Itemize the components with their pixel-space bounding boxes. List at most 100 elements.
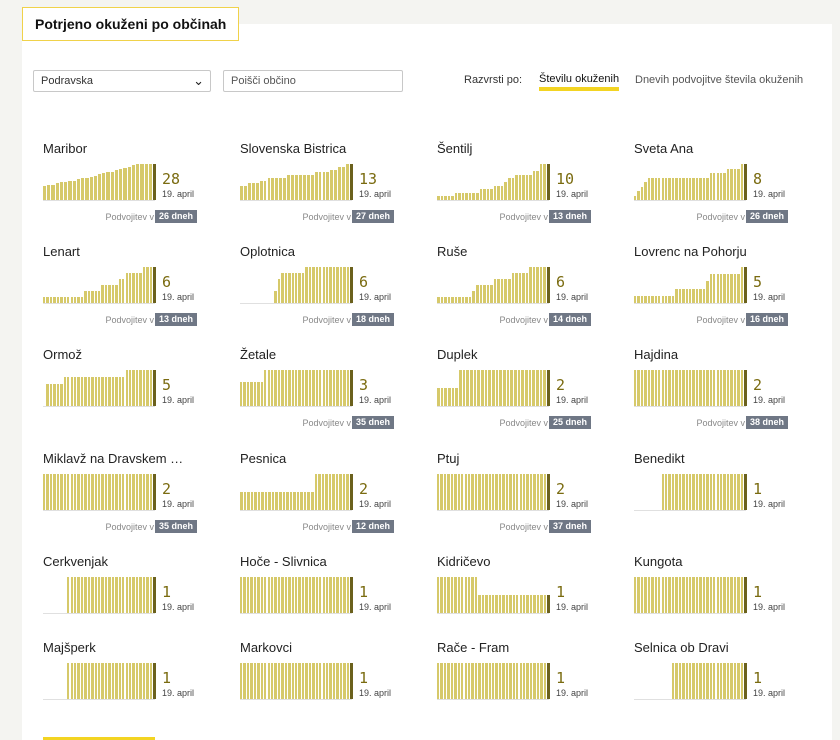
sparkline-bar — [644, 370, 647, 406]
sparkline-bar — [149, 663, 152, 699]
sparkline-bar — [654, 577, 658, 613]
sparkline-bar — [702, 288, 706, 303]
sparkline-bar — [288, 370, 291, 406]
load-more-bar[interactable] — [43, 737, 155, 740]
sparkline-bar — [274, 291, 277, 303]
municipality-card: Benedikt 1 19. april — [634, 451, 786, 541]
municipality-name: Oplotnica — [240, 244, 295, 259]
sparkline-bar — [461, 297, 465, 303]
doubling-badge: 35 dneh — [352, 416, 395, 429]
sparkline-bar — [500, 279, 504, 303]
sparkline-bar — [111, 285, 115, 303]
case-count: 1 — [359, 669, 369, 687]
sparkline-bar — [716, 173, 719, 200]
sparkline-bar — [713, 663, 716, 699]
sparkline-bar — [695, 577, 699, 613]
sparkline-bar — [529, 663, 533, 699]
sparkline-bar — [81, 178, 85, 200]
sparkline-bar — [474, 663, 478, 699]
sparkline-bar — [73, 663, 77, 699]
sparkline-bar — [250, 492, 254, 510]
sparkline-bar — [279, 177, 283, 200]
sort-by-count-tab[interactable]: Številu okuženih — [539, 74, 620, 91]
sparkline-bar — [682, 474, 685, 510]
sparkline-current-bar — [744, 267, 747, 303]
sparkline-bar — [740, 474, 743, 510]
sparkline-bar — [733, 474, 737, 510]
sparkline-bar — [516, 595, 519, 613]
sparkline-bar — [329, 663, 332, 699]
sparkline-bar — [651, 577, 654, 613]
sparkline-bar — [260, 577, 264, 613]
sparkline-bar — [67, 297, 70, 303]
sparkline-bar — [261, 492, 264, 510]
sparkline-bar — [519, 595, 522, 613]
sparkline-bar — [543, 370, 546, 406]
sparkline-bar — [477, 370, 480, 406]
sparkline-bar — [488, 370, 491, 406]
sparkline-bar — [678, 663, 682, 699]
municipality-name: Kidričevo — [437, 554, 491, 569]
sparkline-bar — [67, 474, 70, 510]
sparkline-bar — [634, 577, 637, 613]
sparkline-bar — [288, 273, 291, 303]
sparkline-bar — [80, 377, 84, 406]
sparkline-bar — [298, 577, 301, 613]
sparkline-bar — [706, 474, 709, 510]
sparkline-bar — [274, 370, 277, 406]
sparkline-bar — [702, 177, 706, 200]
sparkline-bar — [122, 474, 125, 510]
sparkline-bar — [525, 174, 529, 200]
sparkline-bar — [70, 663, 73, 699]
municipality-name: Pesnica — [240, 451, 287, 466]
sparkline-bar — [142, 663, 146, 699]
sparkline-bar — [257, 382, 260, 406]
sparkline-bar — [315, 577, 319, 613]
sparkline-bar — [131, 165, 136, 200]
region-select[interactable]: Podravska ⌄ — [33, 70, 211, 92]
sparkline-bar — [502, 474, 505, 510]
sparkline-bar — [443, 663, 447, 699]
sparkline-bar — [115, 663, 118, 699]
municipality-card: Majšperk 1 19. april — [43, 640, 195, 730]
doubling-label: Podvojitev v — [499, 522, 548, 532]
sparkline-bar — [291, 370, 294, 406]
case-count: 10 — [556, 170, 575, 188]
sparkline-bar — [332, 267, 336, 303]
sparkline-bar — [314, 172, 318, 200]
sparkline-bar — [654, 177, 658, 200]
sparkline-bar — [709, 663, 713, 699]
sparkline-bar — [77, 577, 80, 613]
sparkline-bar — [72, 180, 76, 200]
sparkline-bar — [122, 377, 125, 406]
sparkline-bar — [135, 273, 139, 303]
sparkline-bar — [730, 168, 733, 200]
doubling-badge: 14 dneh — [549, 313, 592, 326]
sparkline-current-bar — [744, 164, 747, 200]
case-count: 13 — [359, 170, 378, 188]
sparkline-bar — [125, 474, 128, 510]
sparkline-bar — [448, 388, 451, 406]
sparkline-bar — [454, 577, 457, 613]
count-date: 19. april — [359, 602, 392, 612]
sparkline-bar — [305, 370, 308, 406]
sparkline-bar — [713, 577, 716, 613]
sparkline-bar — [68, 180, 72, 200]
sparkline-bar — [437, 196, 440, 200]
sparkline-bar — [522, 174, 525, 200]
sort-by-doubling-tab[interactable]: Dnevih podvojitve števila okuženih — [635, 74, 804, 86]
sparkline-bar — [319, 663, 322, 699]
municipality-name: Lovrenc na Pohorju — [634, 244, 747, 259]
count-date: 19. april — [162, 688, 195, 698]
sparkline-bar — [467, 474, 471, 510]
sparkline-bar — [101, 377, 104, 406]
sparkline-bar — [251, 183, 255, 200]
case-count: 5 — [162, 376, 172, 394]
doubling-badge: 26 dneh — [746, 210, 789, 223]
sparkline-chart — [437, 663, 550, 700]
sort-label: Razvrsti po: — [464, 74, 523, 86]
sparkline-bar — [284, 663, 288, 699]
sparkline-bar — [437, 297, 440, 303]
sparkline-bar — [77, 377, 80, 406]
search-input[interactable] — [223, 70, 403, 92]
